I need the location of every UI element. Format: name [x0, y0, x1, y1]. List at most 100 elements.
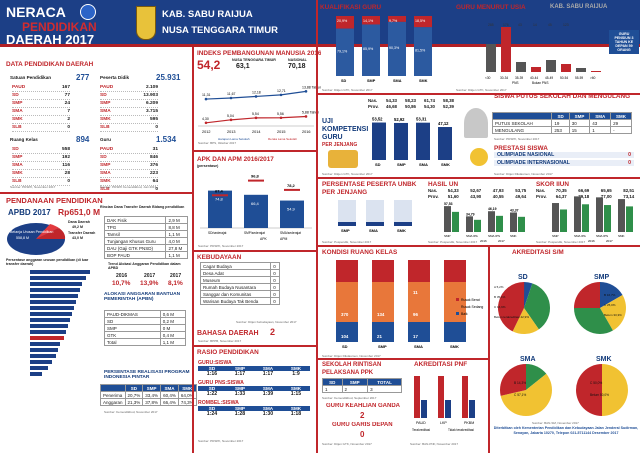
usia-source: Sumber: Dikjen GTK, November 2017 — [456, 88, 507, 92]
rasio-head-cell: SMA — [262, 366, 274, 371]
putus-cell: PUTUS SEKOLAH — [491, 119, 553, 127]
rk-row: SMA 116 — [12, 162, 70, 170]
akred-sma-label: SMA — [520, 356, 536, 363]
kebud-row: Museum 0 — [199, 276, 280, 284]
hasil-val: 40,55 — [492, 194, 504, 199]
hasil-bar-2016 — [466, 216, 473, 232]
ukg-val: 46,68 — [386, 104, 397, 109]
realisasi-row: Anggaran 21,3% 37,8% 66,4% 74,3% — [100, 398, 197, 406]
kondisi-label: 11 — [413, 290, 418, 295]
rintisan-header: TOTAL — [367, 378, 402, 386]
ukg-bar — [372, 122, 386, 160]
guru-key: SMA — [100, 171, 111, 176]
hasil-tick: SMA IPA — [466, 234, 478, 238]
bahasa-value: 2 — [270, 327, 276, 337]
skor-val: 77,00 — [600, 194, 612, 199]
pd-total: 25.931 — [156, 73, 181, 82]
kondisi-segment — [372, 282, 394, 322]
rasio-head-cell: SD — [208, 406, 216, 411]
trend-val-1: 10,7% — [112, 280, 131, 287]
ipm-prov-value: 63,1 — [236, 63, 250, 70]
pd-val: 3.715 — [145, 109, 158, 114]
legend-label: Rusak Sedang — [461, 305, 483, 309]
pd-val: 595 — [149, 117, 158, 122]
category-tick: SMK — [419, 79, 428, 83]
rinci-row: Tunjangan Khusus Guru 4,0 M — [103, 237, 188, 245]
kondisi-source: Sumber: Ditjen Dikdasmen, November 2017 — [322, 354, 381, 358]
rasio-val: 1:17 — [234, 371, 246, 377]
legend-swatch — [456, 312, 459, 315]
apk-label: 96,8 — [251, 174, 260, 179]
alok-cell: SD — [104, 317, 161, 325]
s1-bar — [414, 27, 432, 77]
sp-key: SMP — [12, 101, 23, 106]
year-tick: 2014 — [252, 130, 260, 134]
rinci-cell: 4,0 M — [165, 237, 188, 245]
alok-cell: 1,1 M — [159, 338, 187, 346]
category-tick: SD/sederajat — [208, 231, 227, 235]
prestasi-label: OLIMPIADE NASIONAL — [497, 152, 555, 158]
kebud-source: Sumber: Ditjen Kebudayaan, November 2017 — [236, 320, 297, 324]
alokasi-table: PAUD-DIKMAS 0,6 M SD 0,2 M SMP 0 M GTK 0,4 M Tot… — [104, 310, 187, 346]
pendanaan-pie-chart — [7, 223, 66, 255]
unbk-tick: SMP — [341, 228, 350, 233]
alok-cell: GTK — [104, 331, 161, 339]
pie-c-label: Belanja Urusan Pendidikan — [10, 230, 54, 234]
rasio-val: 1:28 — [234, 411, 246, 417]
year-tick: 2015 — [277, 130, 285, 134]
akred-sd-value: C 16,9% — [494, 305, 506, 309]
pnf-bar-accredited — [414, 376, 420, 418]
gd-source: Sumber: Ditjen GTK, November 2017 — [322, 442, 372, 446]
alok-cell: 0,2 M — [159, 317, 187, 325]
realisasi-cell: 66,4% — [160, 398, 179, 406]
akred-title: AKREDITASI S/M — [512, 249, 564, 256]
pd-row: SMA 3.715 — [100, 108, 158, 116]
harapan-label: 12,18 — [252, 90, 261, 94]
legend-label: Rusak Berat — [461, 298, 480, 302]
pnf-bar-accredited — [438, 376, 444, 418]
district-bar — [30, 366, 48, 370]
kondisi-label: 104 — [341, 334, 349, 339]
pd-key: SMP — [100, 101, 111, 106]
skor-tick: SMA IPS — [596, 234, 608, 238]
sp-row: PAUD 167 — [12, 84, 70, 92]
rintisan-header: SMP — [341, 378, 369, 386]
ipm-nas-value: 70,18 — [288, 63, 306, 70]
hasil-val: 43,90 — [470, 194, 482, 199]
divider — [488, 245, 490, 453]
guru-val: 0 — [155, 187, 158, 192]
putus-cell: 30 — [568, 119, 591, 127]
rinci-cell: TPG — [103, 223, 167, 231]
hasil-bar-label: 43,37 — [510, 208, 519, 212]
apm-bar — [208, 190, 232, 228]
rinci-cell: DAU (Gaji GTK PNSD) — [103, 244, 167, 252]
unbk-bar — [338, 222, 356, 226]
putus-cell: 43 — [589, 119, 612, 127]
pnf-tick: PKBM — [464, 421, 474, 425]
rasio-val: 1:15 — [290, 391, 302, 397]
akred-sd-slice — [498, 282, 525, 332]
rasio-val: 1:22 — [206, 391, 218, 397]
skor-bar-chart: SMP SMA IPA SMA IPS SMK 2016 2017 — [552, 196, 633, 243]
category-tick: SMP/sederajat — [244, 231, 265, 235]
skor-bar-2017 — [604, 205, 611, 232]
realisasi-header — [100, 384, 126, 392]
rasio-head: SD SMP SMA SMK — [198, 366, 310, 371]
sp-total: 277 — [76, 73, 90, 82]
hasil-bar-label: 46,19 — [488, 207, 497, 211]
realisasi-header: SMA — [160, 384, 179, 392]
akred-smp-value: C 25,0% — [604, 303, 616, 307]
rasio-vals: 1:16 1:17 1:17 1:9 — [198, 371, 310, 377]
apm-label: 74,8 — [215, 197, 224, 202]
divider — [194, 345, 316, 347]
rk-key: SD — [12, 147, 19, 152]
apk-title: APK DAN APM 2016/2017 — [197, 156, 274, 163]
guru-val: 64 — [152, 179, 158, 184]
divider — [318, 93, 640, 95]
kondisi-segment — [336, 322, 358, 342]
legend-terakreditasi: Terakreditasi — [412, 428, 430, 432]
rerata-label: 5,88 Tahun — [302, 110, 319, 114]
kebud-cell: 0 — [270, 290, 280, 298]
age-value: 43 — [518, 23, 522, 27]
sp-row: SMA 7 — [12, 108, 70, 116]
